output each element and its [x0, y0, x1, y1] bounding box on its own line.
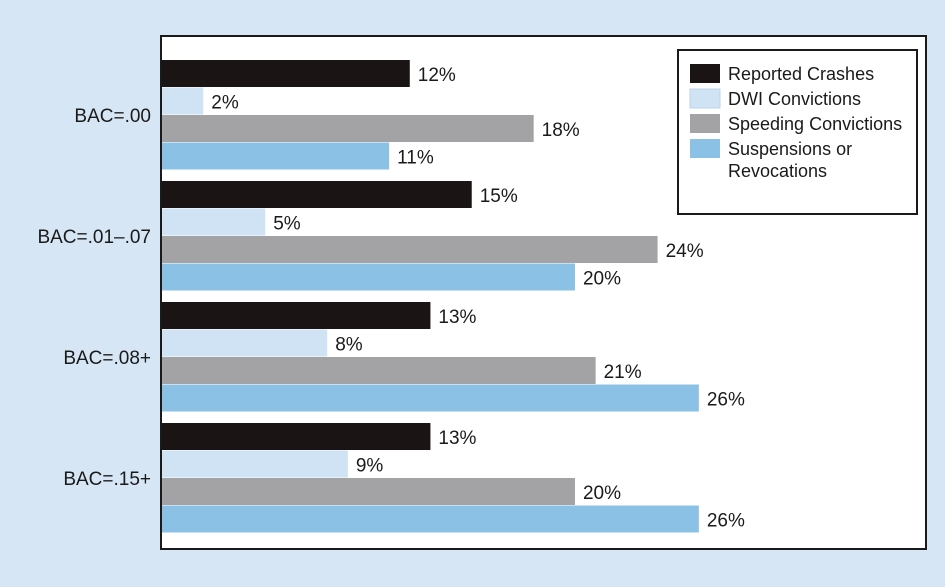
bar-reported-crashes-bac-01-07 — [162, 181, 472, 208]
bar-speeding-convictions-bac-00 — [162, 115, 534, 142]
data-label-dwi-convictions-bac-01-07: 5% — [273, 214, 301, 235]
legend-label-reported-crashes: Reported Crashes — [728, 64, 874, 84]
bar-speeding-convictions-bac-15 — [162, 478, 575, 505]
legend-swatch-dwi-convictions — [689, 88, 721, 109]
legend-label-speeding-convictions: Speeding Convictions — [728, 114, 902, 134]
bar-dwi-convictions-bac-00 — [162, 87, 204, 115]
tick-label-bac-08: BAC=.08+ — [63, 348, 151, 369]
legend: Reported Crashes DWI Convictions Speeding … — [677, 49, 918, 215]
tick-label-bac-00: BAC=.00 — [74, 106, 151, 127]
bar-dwi-convictions-bac-01-07 — [162, 208, 266, 236]
bars-group — [162, 60, 699, 533]
data-label-dwi-convictions-bac-08: 8% — [335, 335, 363, 356]
bar-reported-crashes-bac-00 — [162, 60, 410, 87]
bar-suspensions-or-revocations-bac-00 — [162, 142, 390, 170]
bar-reported-crashes-bac-15 — [162, 423, 431, 450]
data-label-reported-crashes-bac-00: 12% — [418, 65, 456, 86]
legend-swatch-reported-crashes — [690, 64, 720, 83]
bar-dwi-convictions-bac-08 — [162, 329, 328, 357]
bar-speeding-convictions-bac-01-07 — [162, 236, 658, 263]
data-label-reported-crashes-bac-08: 13% — [438, 307, 476, 328]
legend-swatch-suspensions-or-revocations — [690, 139, 720, 158]
data-label-suspensions-or-revocations-bac-08: 26% — [707, 390, 745, 411]
data-label-speeding-convictions-bac-00: 18% — [542, 120, 580, 141]
legend-label-suspensions-or-revocations: Suspensions or Revocations — [728, 139, 852, 181]
data-label-dwi-convictions-bac-15: 9% — [356, 456, 384, 477]
data-label-speeding-convictions-bac-15: 20% — [583, 483, 621, 504]
legend-label-dwi-convictions: DWI Convictions — [728, 89, 861, 109]
bar-speeding-convictions-bac-08 — [162, 357, 596, 384]
data-label-reported-crashes-bac-01-07: 15% — [480, 186, 518, 207]
bar-suspensions-or-revocations-bac-01-07 — [162, 263, 575, 291]
data-label-suspensions-or-revocations-bac-00: 11% — [397, 148, 434, 169]
data-label-suspensions-or-revocations-bac-01-07: 20% — [583, 269, 621, 290]
labels-group: BAC=.00 12% 2% 18% 11% BAC=.01–.07 15% 5% 24% 20%… — [37, 65, 745, 532]
data-label-reported-crashes-bac-15: 13% — [438, 428, 476, 449]
legend-swatch-speeding-convictions — [690, 114, 720, 133]
data-label-dwi-convictions-bac-00: 2% — [211, 93, 239, 114]
bar-suspensions-or-revocations-bac-08 — [162, 384, 699, 412]
tick-label-bac-01-07: BAC=.01–.07 — [37, 227, 151, 248]
data-label-suspensions-or-revocations-bac-15: 26% — [707, 511, 745, 532]
tick-label-bac-15: BAC=.15+ — [63, 469, 151, 490]
bar-dwi-convictions-bac-15 — [162, 450, 348, 478]
bar-reported-crashes-bac-08 — [162, 302, 431, 329]
data-label-speeding-convictions-bac-08: 21% — [604, 362, 642, 383]
data-label-speeding-convictions-bac-01-07: 24% — [666, 241, 704, 262]
bar-suspensions-or-revocations-bac-15 — [162, 505, 699, 533]
